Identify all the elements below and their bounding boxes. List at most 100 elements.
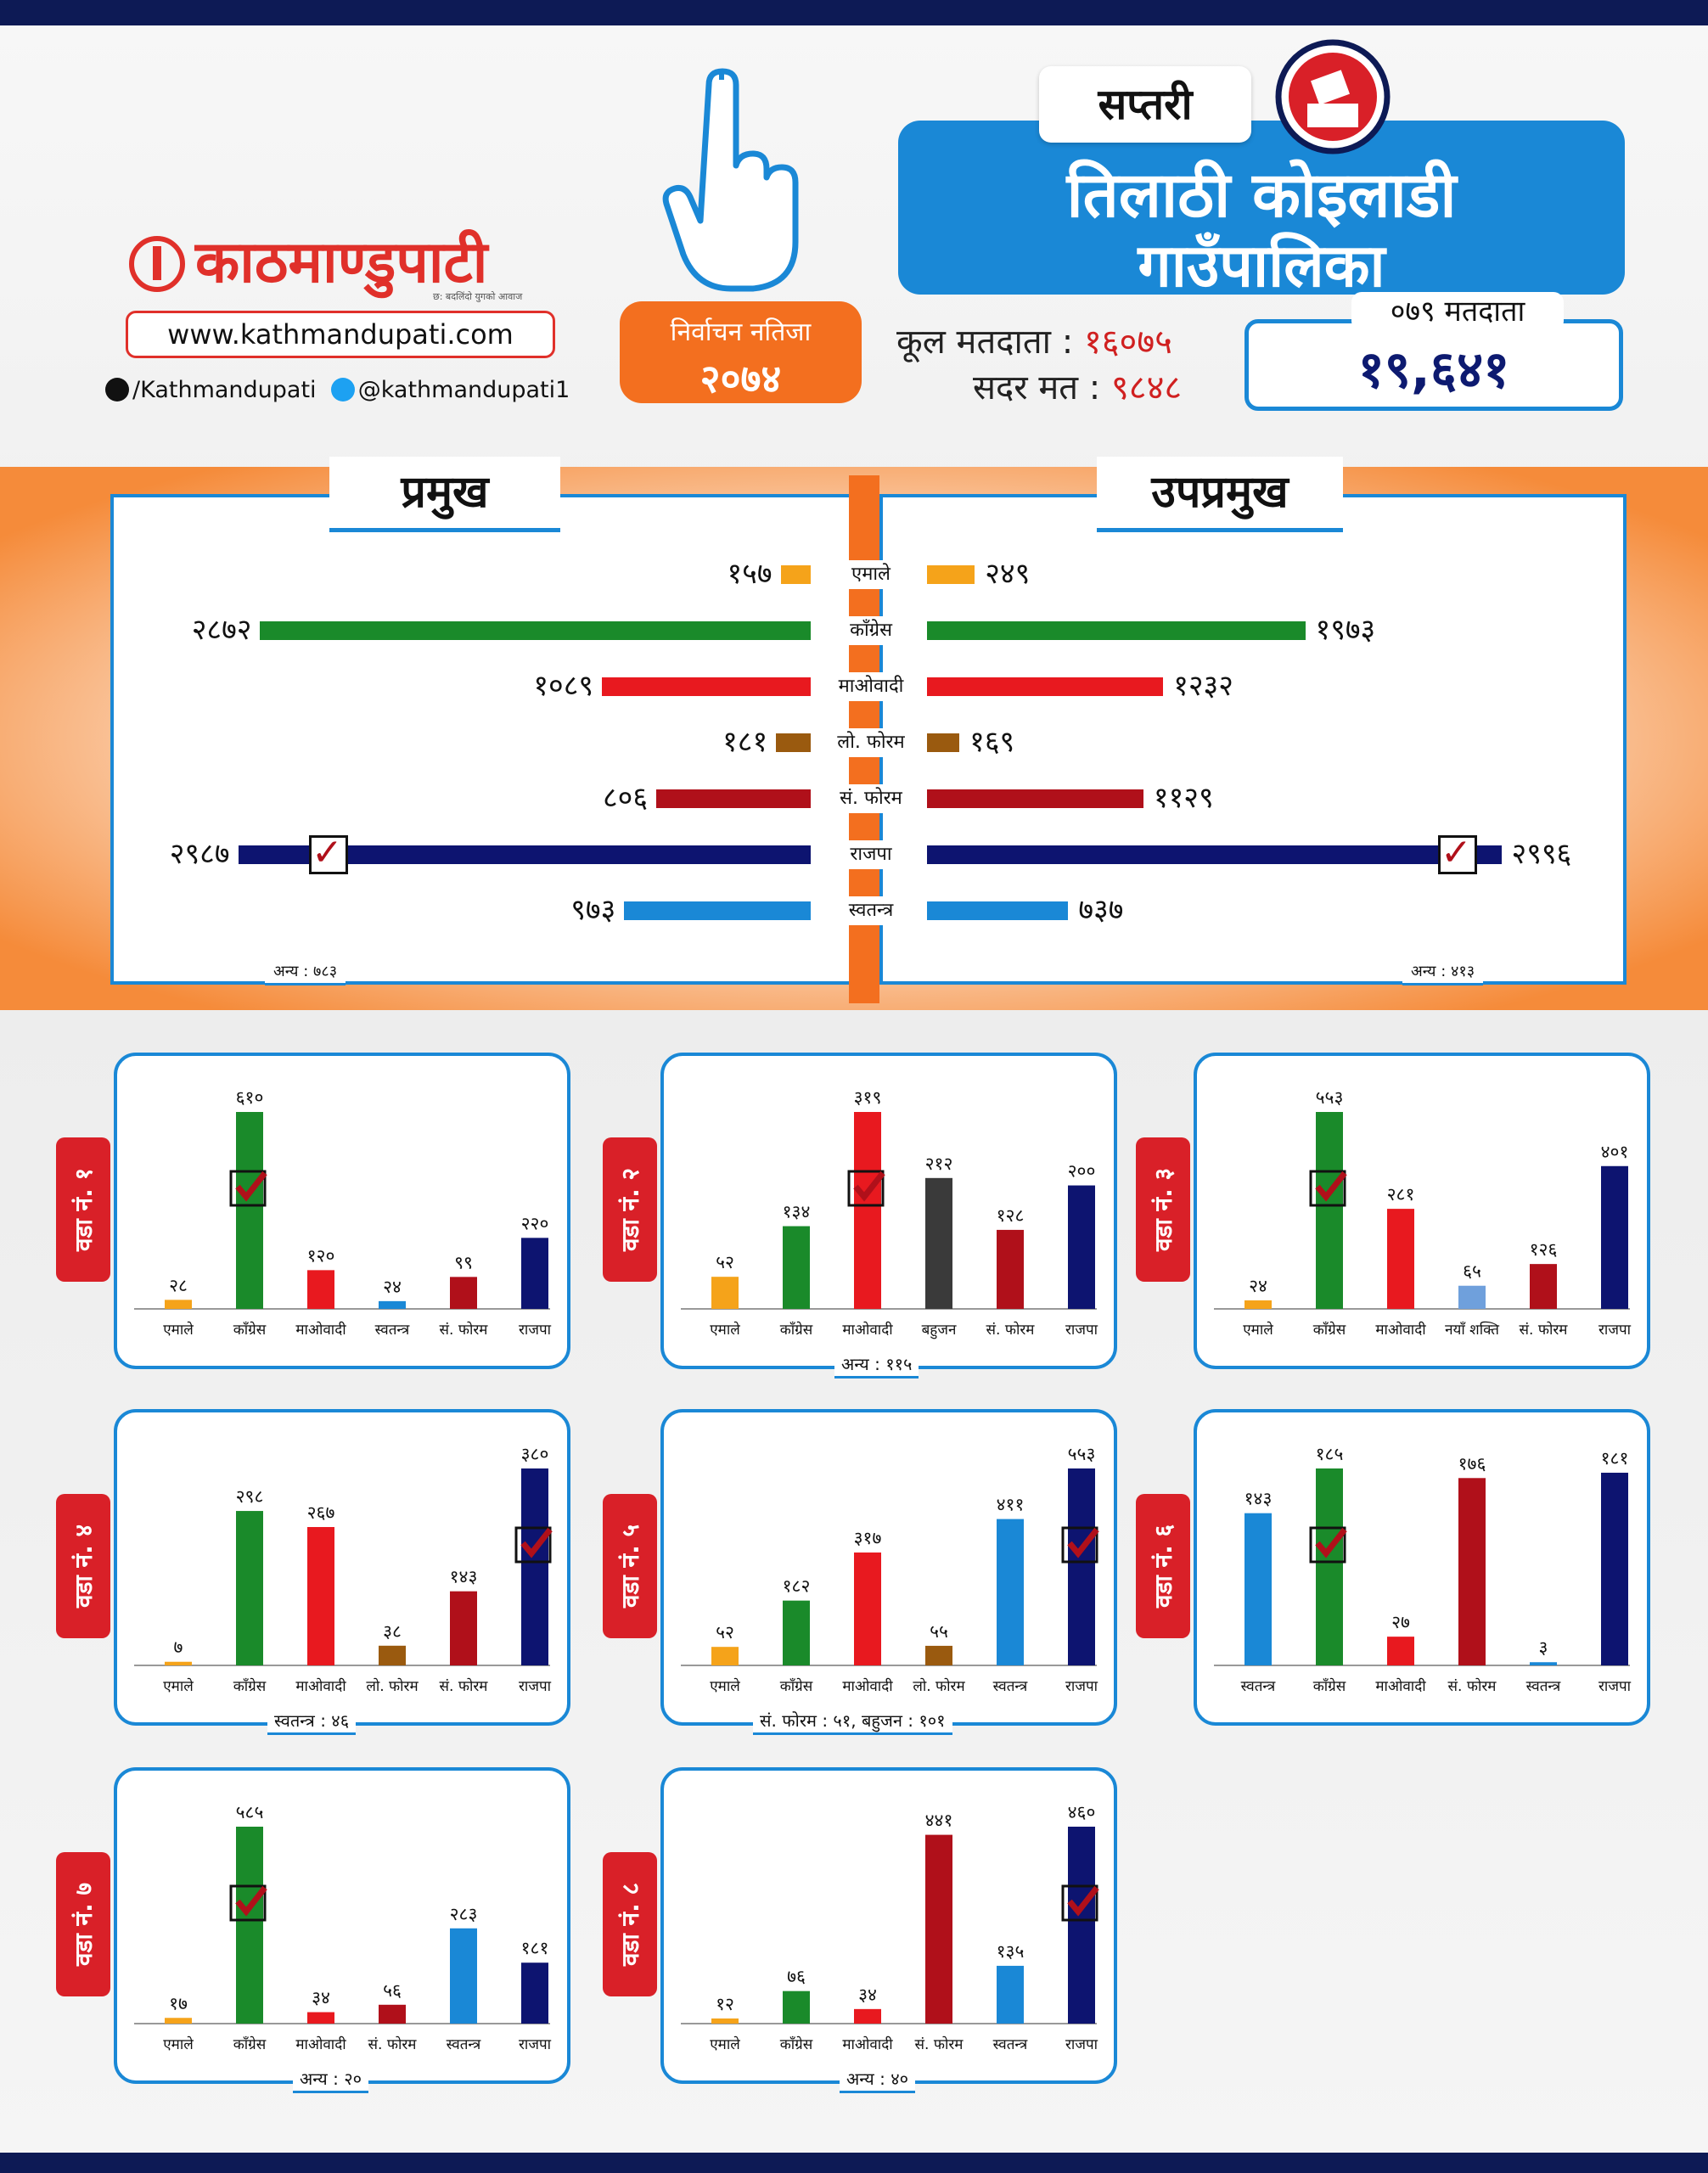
category-tick-label: सं. फोरम <box>915 2035 964 2053</box>
title-box <box>898 121 1625 295</box>
ward-bar-chart: २८ एमाले ६१० काँग्रेस १२० माओवादी २४ स्वतन्त्र ९… <box>134 1087 552 1339</box>
category-tick-label: स्वतन्त्र <box>447 2036 481 2053</box>
bar <box>450 1277 477 1309</box>
ward-chart-7: १७ एमाले ५८५ काँग्रेस ३४ माओवादी ५६ सं. फोरम २८३… <box>114 1767 570 2084</box>
mayor-bar <box>238 845 811 864</box>
category-tick-label: स्वतन्त्र <box>993 2036 1028 2053</box>
deputy-winner-check: ✓ <box>1438 834 1477 874</box>
valid-votes-value: ९८४८ <box>1111 368 1183 407</box>
category-tick-label: एमाले <box>710 2035 740 2053</box>
category-tick-label: माओवादी <box>295 1677 346 1695</box>
category-label: एमाले <box>813 560 929 589</box>
total-voters-label: कूल मतदाता : <box>896 323 1074 362</box>
bar-value-label: ३ <box>1539 1637 1548 1658</box>
ward-label: वडा नं. ६ <box>1149 1524 1177 1609</box>
category-tick-label: माओवादी <box>295 2035 346 2053</box>
bar <box>1068 1185 1095 1309</box>
bar-value-label: ३८० <box>521 1444 549 1464</box>
ward-label: वडा नं. १ <box>70 1167 98 1252</box>
brand-mark-icon <box>129 236 185 292</box>
mayor-value: ८०६ <box>602 781 648 815</box>
category-tick-label: स्वतन्त्र <box>375 1322 410 1339</box>
ward-chart-5: ५२ एमाले १८२ काँग्रेस ३१७ माओवादी ५५ लो. फोरम ४१… <box>660 1409 1117 1726</box>
bar <box>997 1229 1024 1309</box>
ward-other-votes: सं. फोरम : ५१, बहुजन : १०१ <box>753 1708 952 1735</box>
deputy-bar <box>927 845 1502 864</box>
bar-value-label: ५२ <box>716 1622 734 1642</box>
ward-other-votes: अन्य : ४० <box>840 2066 916 2093</box>
bar <box>854 2008 881 2024</box>
ward-chart-6: १४३ स्वतन्त्र १८५ काँग्रेस २७ माओवादी १७६ सं. फ… <box>1194 1409 1650 1726</box>
category-tick-label: लो. फोरम <box>913 1677 965 1695</box>
bar-value-label: २९८ <box>236 1486 264 1507</box>
ward-label-tab: वडा नं. ३ <box>1136 1137 1190 1282</box>
mayor-heading: प्रमुख <box>329 457 560 532</box>
category-tick-label: सं. फोरम <box>1448 1677 1497 1695</box>
mayor-winner-check: ✓ <box>309 834 348 874</box>
bar-value-label: ४४१ <box>925 1811 953 1831</box>
bar <box>236 1827 263 2024</box>
category-tick-label: राजपा <box>1598 1322 1632 1339</box>
winner-check-icon <box>1061 1884 1099 1922</box>
ward-bar-chart: १४३ स्वतन्त्र १८५ काँग्रेस २७ माओवादी १७६ सं. फ… <box>1214 1444 1632 1695</box>
bar-value-label: १२ <box>716 1994 734 2014</box>
bar-value-label: ६१० <box>236 1087 264 1108</box>
mayor-bar <box>260 621 811 640</box>
bar-value-label: १८१ <box>1601 1448 1629 1468</box>
bar <box>379 1300 406 1309</box>
bar-value-label: ३१७ <box>854 1528 882 1548</box>
voting-finger-icon <box>662 68 799 292</box>
category-tick-label: सं. फोरम <box>440 1677 489 1695</box>
category-tick-label: माओवादी <box>1375 1677 1426 1695</box>
mayor-bar <box>656 789 811 808</box>
bar <box>1530 1662 1557 1665</box>
category-tick-label: सं. फोरम <box>440 1321 489 1339</box>
bar-value-label: १७ <box>169 1993 188 2013</box>
ward-bar-chart: २४ एमाले ५५३ काँग्रेस २८१ माओवादी ६५ नयाँ शक्ति… <box>1214 1087 1632 1339</box>
winner-check-icon <box>1061 1526 1099 1564</box>
category-label: राजपा <box>813 840 929 869</box>
website-url[interactable]: www.kathmandupati.com <box>126 311 555 358</box>
check-mark-icon: ✓ <box>1441 831 1472 874</box>
twitter-handle[interactable]: @kathmandupati1 <box>357 377 570 403</box>
deputy-bar <box>927 565 975 584</box>
result-year: २०७४ <box>699 356 782 401</box>
bottom-bar <box>0 2153 1708 2173</box>
bar-value-label: २२० <box>521 1213 549 1233</box>
winner-check-icon <box>1309 1526 1347 1564</box>
bar-value-label: ३४ <box>312 1988 330 2008</box>
bar-value-label: २६७ <box>307 1502 335 1523</box>
bar-value-label: ३१९ <box>854 1087 882 1108</box>
category-tick-label: एमाले <box>163 1677 194 1695</box>
bar-value-label: २४ <box>383 1277 402 1297</box>
bar <box>1458 1478 1486 1665</box>
category-tick-label: राजपा <box>1065 1322 1098 1339</box>
ward-other-votes: स्वतन्त्र : ४६ <box>267 1708 357 1735</box>
ward-chart-4: ७ एमाले २९८ काँग्रेस २६७ माओवादी ३८ लो. फोरम १४३… <box>114 1409 570 1726</box>
category-label: लो. फोरम <box>813 728 929 757</box>
bar-value-label: २८३ <box>450 1904 478 1924</box>
bar <box>1387 1637 1414 1665</box>
deputy-value: २४९ <box>985 557 1031 591</box>
bar-value-label: १८१ <box>521 1938 549 1958</box>
bar <box>783 1991 810 2024</box>
mayor-bar <box>780 565 811 584</box>
bar-value-label: ७ <box>174 1637 183 1658</box>
category-tick-label: काँग्रेस <box>233 2035 267 2053</box>
valid-votes-label: सदर मत : <box>973 368 1101 407</box>
brand-name: काठमाण्डुपाटी <box>195 229 488 296</box>
voter-079-count: १९,६४१ <box>1357 340 1510 400</box>
ballot-box-icon <box>1275 39 1391 154</box>
bar-value-label: ४०१ <box>1601 1142 1629 1162</box>
ward-chart-1: २८ एमाले ६१० काँग्रेस १२० माओवादी २४ स्वतन्त्र ९… <box>114 1053 570 1369</box>
bar <box>165 1300 192 1309</box>
bar-value-label: २४ <box>1249 1276 1267 1296</box>
total-voters-value: १६०७५ <box>1083 323 1172 362</box>
bar-value-label: १८२ <box>783 1576 811 1597</box>
category-label: सं. फोरम <box>813 784 929 813</box>
bar-value-label: ५५ <box>930 1621 948 1642</box>
category-tick-label: एमाले <box>163 2035 194 2053</box>
facebook-handle[interactable]: /Kathmandupati <box>132 377 317 403</box>
ward-bar-chart: १२ एमाले ७६ काँग्रेस ३४ माओवादी ४४१ सं. फोरम १३५… <box>681 1802 1099 2053</box>
winner-check-icon <box>514 1526 553 1564</box>
